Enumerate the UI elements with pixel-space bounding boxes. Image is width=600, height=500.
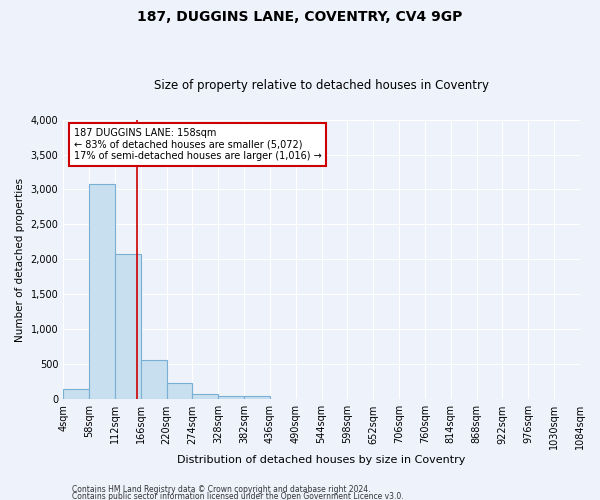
Text: Contains public sector information licensed under the Open Government Licence v3: Contains public sector information licen… xyxy=(72,492,404,500)
Text: 187, DUGGINS LANE, COVENTRY, CV4 9GP: 187, DUGGINS LANE, COVENTRY, CV4 9GP xyxy=(137,10,463,24)
Bar xyxy=(141,360,167,400)
Bar xyxy=(115,254,141,400)
Text: Contains HM Land Registry data © Crown copyright and database right 2024.: Contains HM Land Registry data © Crown c… xyxy=(72,486,371,494)
Bar xyxy=(218,396,244,400)
Bar xyxy=(244,396,270,400)
Text: 187 DUGGINS LANE: 158sqm
← 83% of detached houses are smaller (5,072)
17% of sem: 187 DUGGINS LANE: 158sqm ← 83% of detach… xyxy=(74,128,322,161)
X-axis label: Distribution of detached houses by size in Coventry: Distribution of detached houses by size … xyxy=(178,455,466,465)
Bar xyxy=(89,184,115,400)
Y-axis label: Number of detached properties: Number of detached properties xyxy=(15,178,25,342)
Bar xyxy=(193,394,218,400)
Bar xyxy=(63,389,89,400)
Bar xyxy=(167,383,193,400)
Title: Size of property relative to detached houses in Coventry: Size of property relative to detached ho… xyxy=(154,79,489,92)
